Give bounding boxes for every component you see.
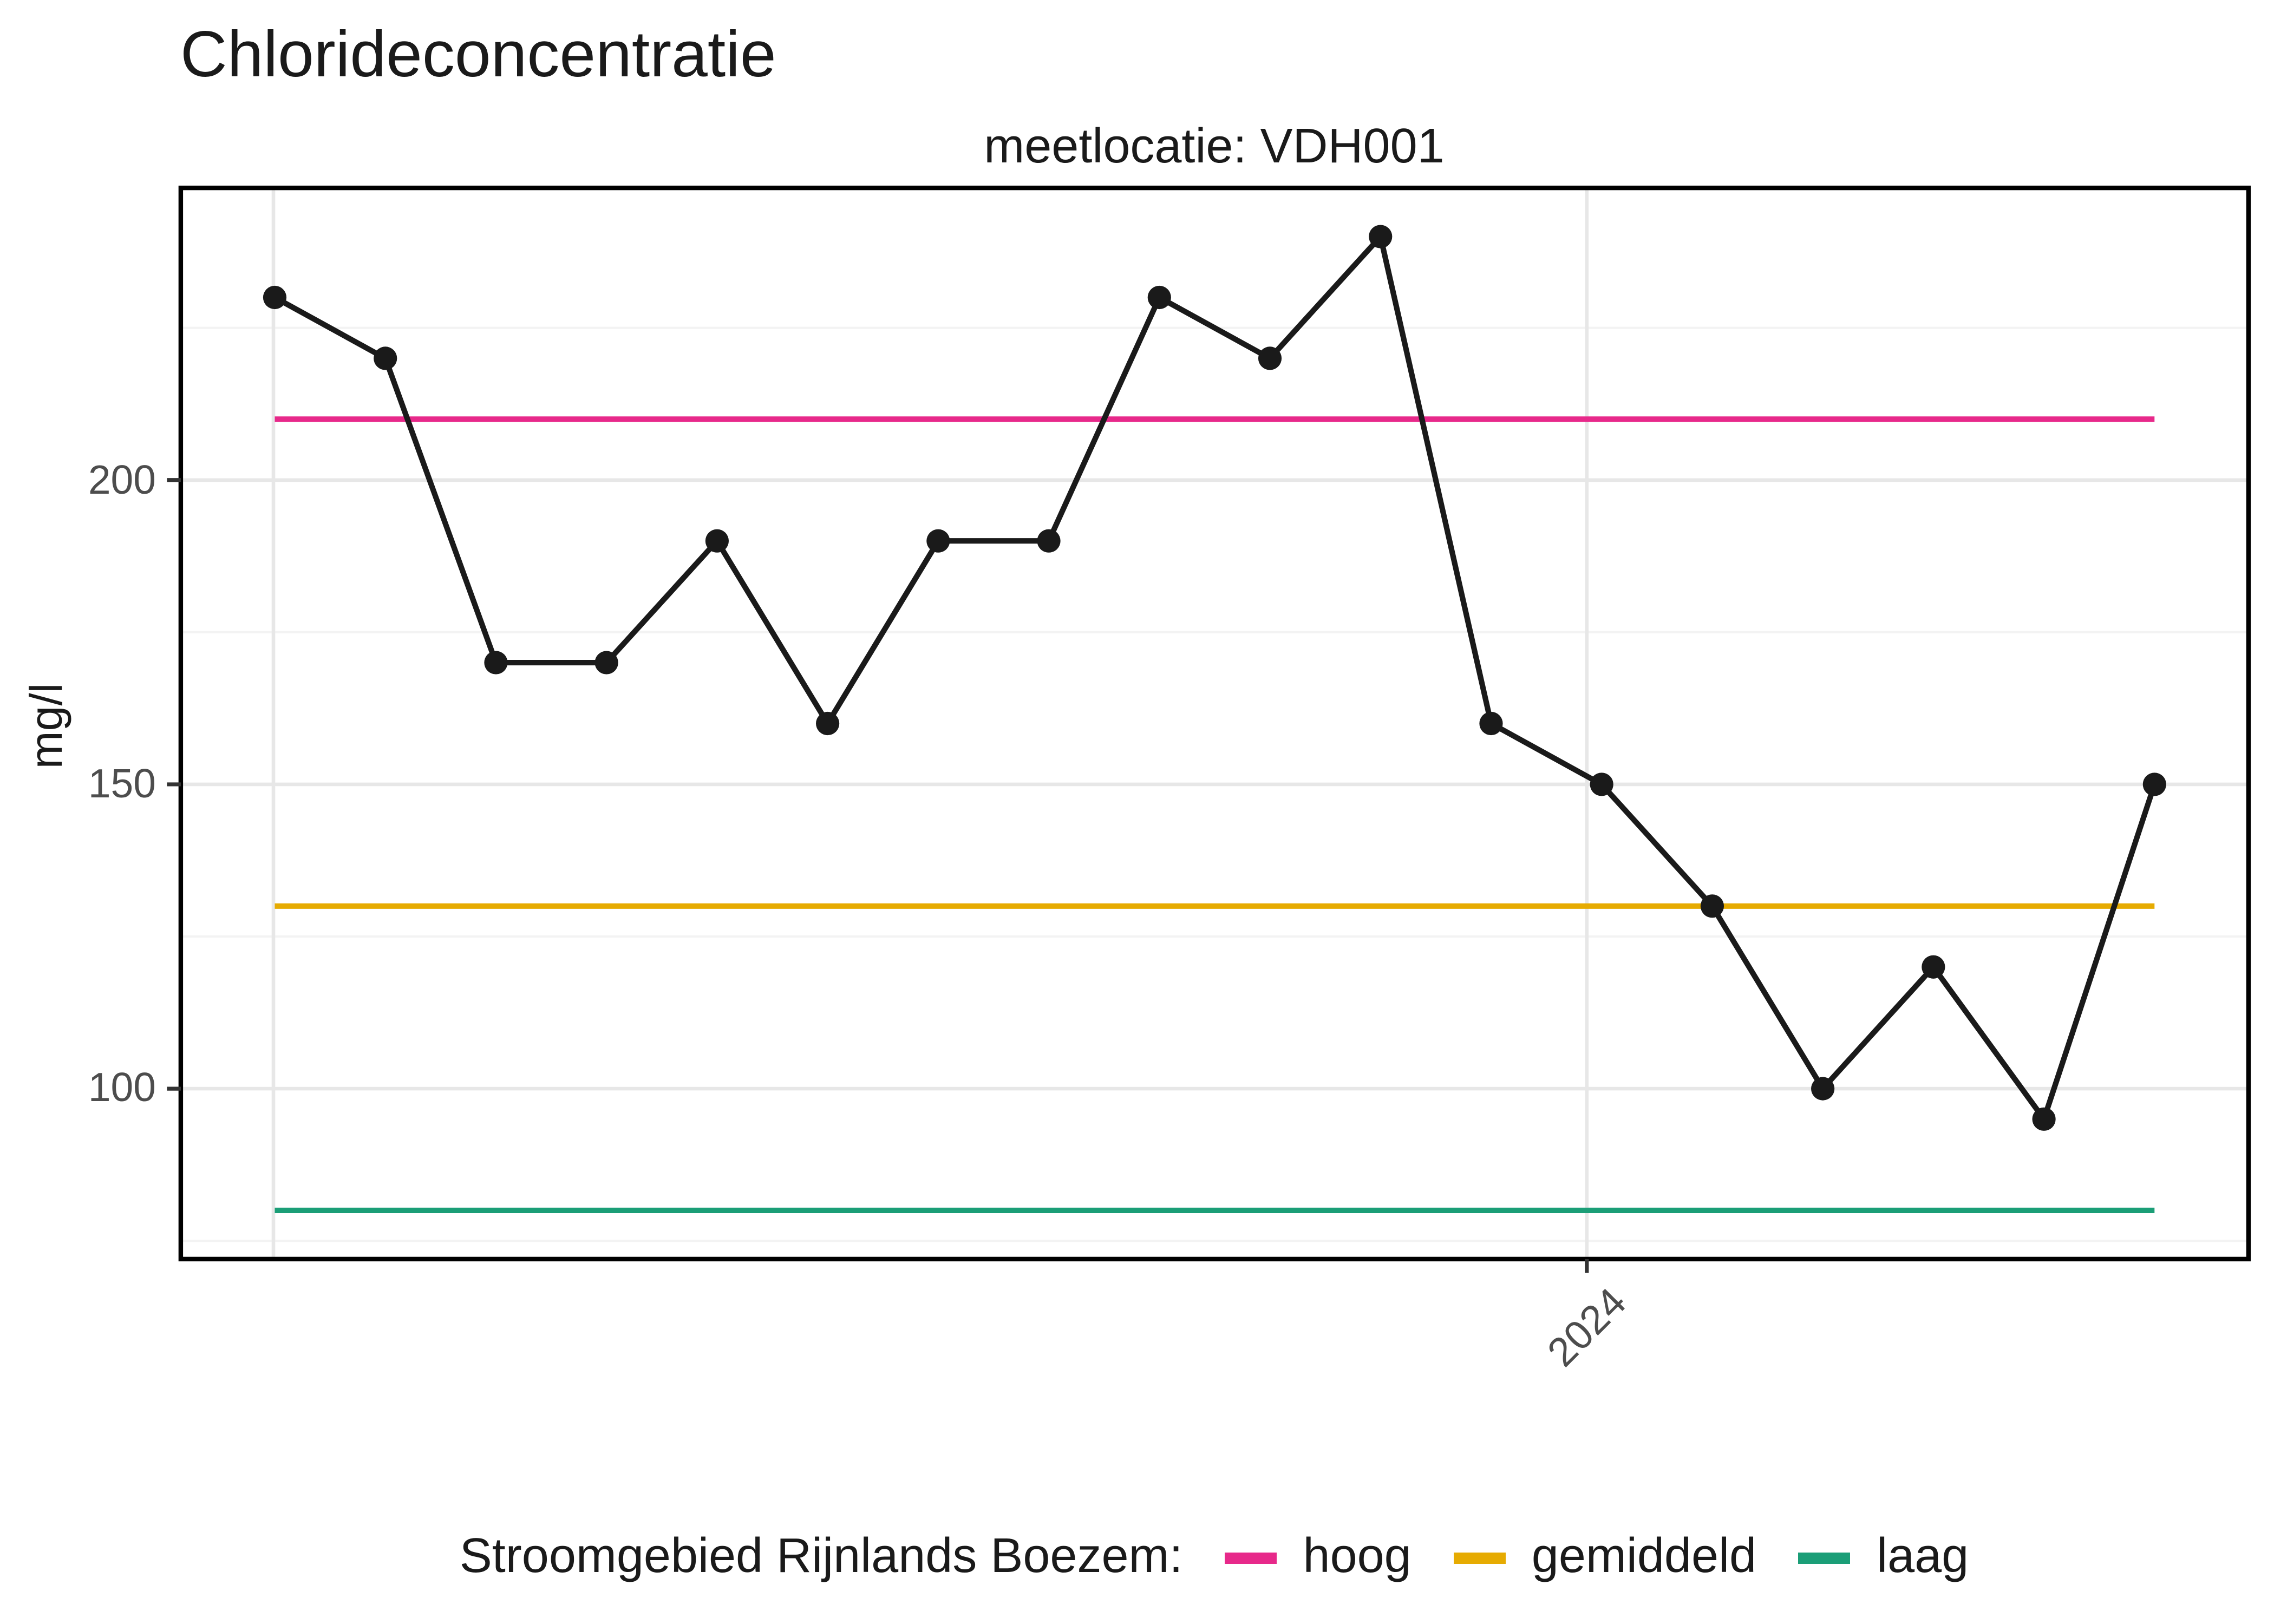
- data-line: [273, 233, 2158, 1122]
- y-tick-label-100: 100: [88, 1066, 156, 1112]
- legend-title: Stroomgebied Rijnlands Boezem:: [459, 1530, 1183, 1583]
- data-point: [1369, 225, 1393, 248]
- data-point: [705, 529, 729, 553]
- page-title: Chlorideconcentratie: [180, 19, 776, 91]
- data-point: [1922, 955, 1945, 979]
- data-point: [2032, 1107, 2056, 1131]
- y-tick-label-200: 200: [88, 457, 156, 503]
- data-point: [1479, 711, 1503, 736]
- data-point: [1037, 529, 1061, 553]
- legend: Stroomgebied Rijnlands Boezem: hoog gemid…: [180, 1530, 2248, 1585]
- y-tick-label-150: 150: [88, 761, 156, 807]
- data-point: [594, 651, 618, 675]
- legend-item-laag: laag: [1799, 1530, 1969, 1585]
- data-point: [374, 346, 397, 370]
- legend-key-line-laag: [1799, 1551, 1851, 1563]
- panel-background: [180, 188, 2249, 1259]
- legend-item-hoog: hoog: [1225, 1530, 1412, 1585]
- data-point: [1147, 285, 1171, 310]
- legend-item-gemiddeld: gemiddeld: [1453, 1530, 1757, 1585]
- data-point: [1811, 1077, 1835, 1101]
- facet-strip-label: meetlocatie: VDH001: [984, 120, 1445, 174]
- data-point: [1258, 346, 1282, 370]
- legend-label: laag: [1877, 1530, 1969, 1583]
- data-point: [816, 711, 840, 736]
- data-point: [926, 529, 950, 553]
- data-point: [263, 285, 287, 310]
- panel-border: [178, 185, 2251, 1262]
- data-point: [484, 651, 508, 675]
- data-point: [2142, 772, 2166, 796]
- data-point: [1590, 772, 1613, 796]
- legend-label: gemiddeld: [1531, 1530, 1757, 1583]
- legend-key-line-gemiddeld: [1453, 1551, 1506, 1563]
- data-point: [1700, 894, 1724, 918]
- legend-label: hoog: [1303, 1530, 1412, 1583]
- legend-key-line-hoog: [1225, 1551, 1277, 1563]
